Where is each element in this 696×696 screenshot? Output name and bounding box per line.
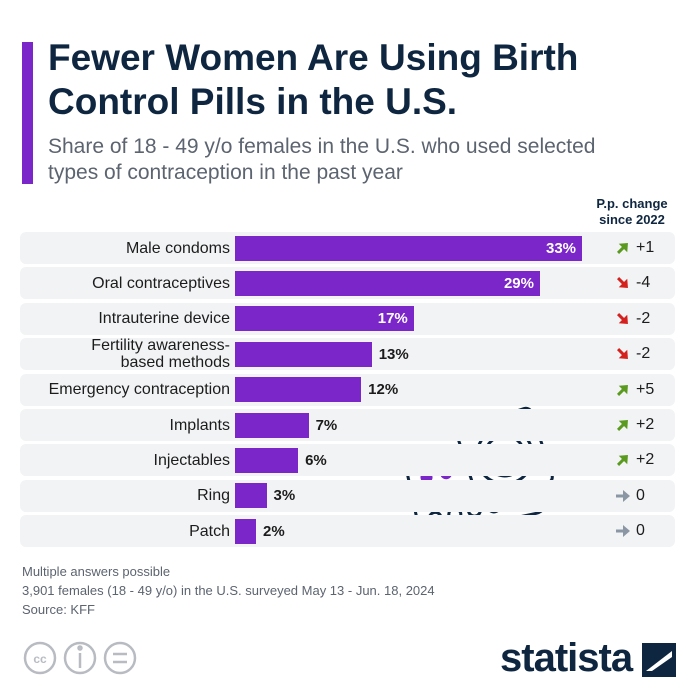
category-label: Implants	[169, 416, 230, 434]
change-arrow	[616, 525, 630, 538]
row-band	[20, 409, 675, 441]
value-label: 6%	[305, 451, 327, 469]
change-label: +5	[636, 380, 655, 398]
category-label: Patch	[189, 522, 230, 540]
note: Source: KFF	[22, 602, 95, 617]
change-arrow	[616, 312, 628, 324]
value-label: 12%	[368, 381, 399, 399]
chart-subtitle: Share of 18 - 49 y/o females in the U.S.…	[48, 135, 596, 184]
change-arrow	[616, 277, 628, 289]
brand: statista	[500, 636, 633, 680]
bar	[235, 270, 540, 296]
change-label: -4	[636, 274, 651, 292]
change-arrow	[616, 384, 628, 396]
change-label: 0	[636, 486, 645, 504]
value-label: 13%	[378, 345, 409, 363]
title-accent	[22, 42, 33, 184]
bar	[235, 518, 257, 544]
note: 3,901 females (18 - 49 y/o) in the U.S. …	[22, 583, 435, 598]
change-label: 0	[636, 522, 645, 540]
value-label: 17%	[377, 310, 408, 328]
category-label: Fertility awareness- based methods	[91, 337, 230, 372]
value-label: 29%	[503, 274, 534, 292]
change-label: +1	[636, 239, 655, 256]
change-arrow	[616, 489, 630, 502]
bar	[235, 377, 362, 403]
row-band	[20, 444, 675, 477]
bar	[235, 306, 414, 332]
category-label: Intrauterine device	[98, 310, 230, 328]
bar	[235, 447, 299, 473]
svg-text:cc: cc	[33, 652, 47, 666]
change-label: -2	[636, 345, 651, 363]
change-arrow	[616, 420, 628, 432]
brand-logo	[642, 643, 676, 677]
license-icons: cc	[23, 641, 137, 675]
category-label: Injectables	[153, 451, 231, 469]
change-label: -2	[636, 309, 651, 327]
bar	[235, 235, 582, 261]
bar	[235, 412, 309, 438]
change-header: P.p. change since 2022	[596, 196, 668, 227]
chart-title: Fewer Women Are Using Birth Control Pill…	[48, 37, 579, 122]
bar	[235, 483, 267, 509]
bar	[235, 341, 372, 367]
category-label: Oral contraceptives	[92, 274, 230, 292]
value-label: 7%	[315, 416, 338, 434]
row-band	[20, 479, 675, 512]
value-label: 33%	[546, 239, 577, 257]
note: Multiple answers possible	[22, 564, 171, 579]
row-band	[20, 515, 675, 548]
change-label: +2	[636, 451, 655, 469]
value-label: 2%	[263, 522, 285, 540]
change-arrow	[616, 348, 628, 360]
value-label: 3%	[273, 487, 296, 505]
category-label: Emergency contraception	[48, 381, 230, 399]
category-label: Male condoms	[125, 239, 230, 257]
change-label: +2	[636, 416, 655, 433]
change-arrow	[616, 243, 628, 255]
change-arrow	[616, 455, 628, 467]
category-label: Ring	[197, 487, 230, 505]
